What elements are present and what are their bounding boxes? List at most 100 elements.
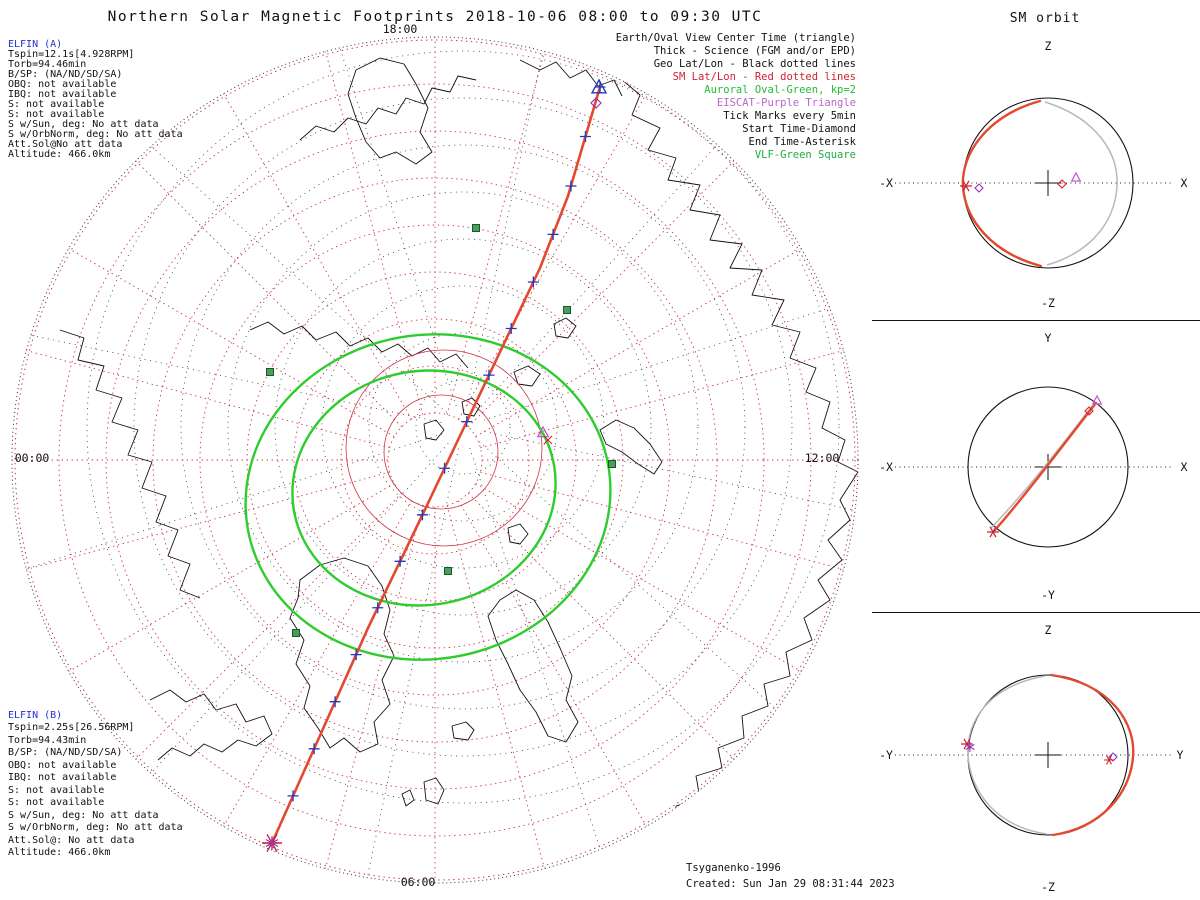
geo-meridian <box>364 448 459 883</box>
sm-latitude-ring <box>340 365 530 555</box>
plus-marker <box>287 790 299 802</box>
geo-meridian <box>483 281 858 421</box>
asterisk-marker <box>1104 755 1114 765</box>
vlf-square <box>608 460 616 468</box>
sm-meridian <box>223 500 412 827</box>
sm-meridian <box>26 471 390 570</box>
orbit-nearside <box>1049 673 1135 837</box>
asterisk-marker <box>265 835 279 851</box>
sm-meridian <box>135 492 403 760</box>
elfin-a-line: S w/Sun, deg: No att data <box>8 119 159 130</box>
coastline <box>461 397 481 417</box>
coastline <box>513 365 541 387</box>
panel2-axis-bottom: -Y <box>1041 588 1055 602</box>
panel3-axis-bottom: -Z <box>1041 880 1055 894</box>
panel2-axis-left: -X <box>879 460 893 474</box>
elfin-a-line: S: not available <box>8 99 104 110</box>
auroral-oval <box>244 333 612 661</box>
geo-meridian <box>467 37 562 406</box>
elfin-b-name: ELFIN (B) <box>8 710 62 721</box>
sm-orbit-panels <box>895 97 1172 837</box>
panel2-axis-right: X <box>1181 460 1188 474</box>
sm-meridian <box>26 350 390 449</box>
page-title: Northern Solar Magnetic Footprints 2018-… <box>108 9 763 25</box>
sm-meridian <box>467 492 735 760</box>
legend-line: Earth/Oval View Center Time (triangle) <box>616 32 856 44</box>
coastline <box>655 471 858 835</box>
elfin-b-line: Altitude: 466.0km <box>8 847 110 858</box>
panel3-axis-top: Z <box>1045 623 1052 637</box>
mlt-label-top: 18:00 <box>383 22 418 36</box>
map-overlay <box>11 36 859 884</box>
geo-meridian <box>477 77 778 411</box>
plus-marker <box>394 555 406 567</box>
elfin-a-line: Torb=94.46min <box>8 59 86 70</box>
legend-line: EISCAT-Purple Triangle <box>717 97 856 109</box>
mlt-label-left: 00:00 <box>15 451 50 465</box>
sm-orbit-title: SM orbit <box>1010 11 1081 26</box>
map-boundary <box>11 36 859 884</box>
coastline <box>619 77 858 473</box>
elfin-b-line: IBQ: not available <box>8 772 116 783</box>
earth-circle <box>967 386 1129 548</box>
asterisk-marker <box>960 180 972 192</box>
panel1-axis-bottom: -Z <box>1041 296 1055 310</box>
elfin-b-line: B/SP: (NA/ND/SD/SA) <box>8 747 122 758</box>
plus-marker <box>372 602 384 614</box>
diamond-marker <box>1084 406 1094 416</box>
coastline <box>487 589 579 743</box>
plus-marker <box>416 509 428 521</box>
geo-meridian <box>479 441 813 742</box>
inner-red-circle <box>383 394 499 510</box>
geo-latitude-ring <box>415 379 511 475</box>
coastline <box>599 419 663 475</box>
panel3-axis-right: Y <box>1177 748 1184 762</box>
plus-marker <box>461 416 473 428</box>
vlf-square <box>444 567 452 575</box>
auroral-oval <box>291 369 557 607</box>
orbit-farside <box>967 675 1048 835</box>
coastline <box>149 689 273 761</box>
sm-boundary-ring <box>14 39 856 881</box>
asterisk-marker <box>987 526 999 538</box>
coastline <box>401 789 415 807</box>
elfin-a-name: ELFIN (A) <box>8 39 62 50</box>
plus-marker <box>308 743 320 755</box>
inner-red-circle <box>345 349 543 547</box>
model-label: Tsyganenko-1996 <box>686 862 781 874</box>
geo-latitude-ring <box>86 50 840 804</box>
satellite-track <box>270 85 602 845</box>
elfin-a-line: Att.Sol@No att data <box>8 139 122 150</box>
elfin-b-line: Att.Sol@: No att data <box>8 835 134 846</box>
elfin-b-line: S: not available <box>8 785 104 796</box>
geo-latitude-ring <box>368 332 558 522</box>
legend-line: Tick Marks every 5min <box>723 110 856 122</box>
elfin-a-line: B/SP: (NA/ND/SD/SA) <box>8 69 122 80</box>
elfin-a-line: OBQ: not available <box>8 79 116 90</box>
coastline <box>507 523 529 545</box>
coastline <box>59 329 201 599</box>
asterisk-marker <box>965 741 975 753</box>
geo-meridian <box>469 447 609 875</box>
created-timestamp: Created: Sun Jan 29 08:31:44 2023 <box>686 878 895 890</box>
sm-meridian <box>475 483 802 672</box>
x-marker <box>543 435 553 445</box>
sm-latitude-ring <box>246 271 624 649</box>
legend-line: Start Time-Diamond <box>742 123 856 135</box>
coastline <box>423 419 445 441</box>
plus-marker <box>565 180 577 192</box>
triangle-marker <box>1070 171 1082 182</box>
sm-latitude-ring <box>293 318 577 602</box>
vlf-square <box>292 629 300 637</box>
diamond-marker <box>1108 752 1118 762</box>
geo-meridian <box>15 433 443 573</box>
elfin-a-line: IBQ: not available <box>8 89 116 100</box>
geo-latitude-ring <box>227 191 699 663</box>
legend-line: Thick - Science (FGM and/or EPD) <box>654 45 856 57</box>
orbit-farside <box>1044 101 1118 266</box>
coastline <box>249 321 469 369</box>
elfin-b-line: Torb=94.43min <box>8 735 86 746</box>
panel1-axis-top: Z <box>1045 39 1052 53</box>
elfin-b-line: S w/Sun, deg: No att data <box>8 810 159 821</box>
